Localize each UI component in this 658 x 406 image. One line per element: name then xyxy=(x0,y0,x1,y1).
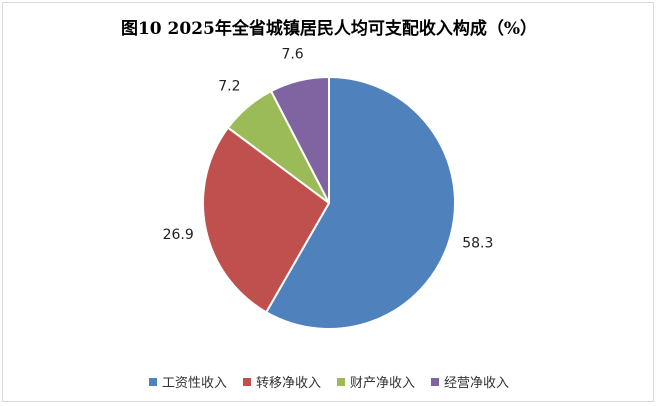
chart-frame xyxy=(2,2,654,402)
legend-swatch-2 xyxy=(242,377,251,386)
legend-item-3: 财产净收入 xyxy=(337,372,415,391)
data-label-3: 7.2 xyxy=(218,79,240,95)
pie-slice-1 xyxy=(264,75,456,330)
legend-label-2: 转移净收入 xyxy=(255,376,321,391)
legend-label-3: 财产净收入 xyxy=(350,376,416,391)
chart-title: 图10 2025年全省城镇居民人均可支配收入构成（%） xyxy=(120,19,538,39)
data-label-1: 58.3 xyxy=(462,236,493,252)
legend-item-1: 工资性收入 xyxy=(148,372,227,391)
legend-swatch-3 xyxy=(337,377,345,386)
legend-label-4: 经营净收入 xyxy=(444,376,510,391)
data-label-4: 7.6 xyxy=(281,46,303,62)
data-label-2: 26.9 xyxy=(163,227,194,243)
pie-slice-2 xyxy=(202,126,331,314)
pie-slice-4 xyxy=(269,75,330,204)
chart-legend: 工资性收入 转移净收入 财产净收入 经营净收入 xyxy=(0,372,658,391)
legend-item-2: 转移净收入 xyxy=(242,372,321,391)
legend-item-4: 经营净收入 xyxy=(431,372,509,391)
legend-swatch-1 xyxy=(148,377,157,386)
legend-label-1: 工资性收入 xyxy=(161,376,227,391)
legend-swatch-4 xyxy=(431,377,440,386)
